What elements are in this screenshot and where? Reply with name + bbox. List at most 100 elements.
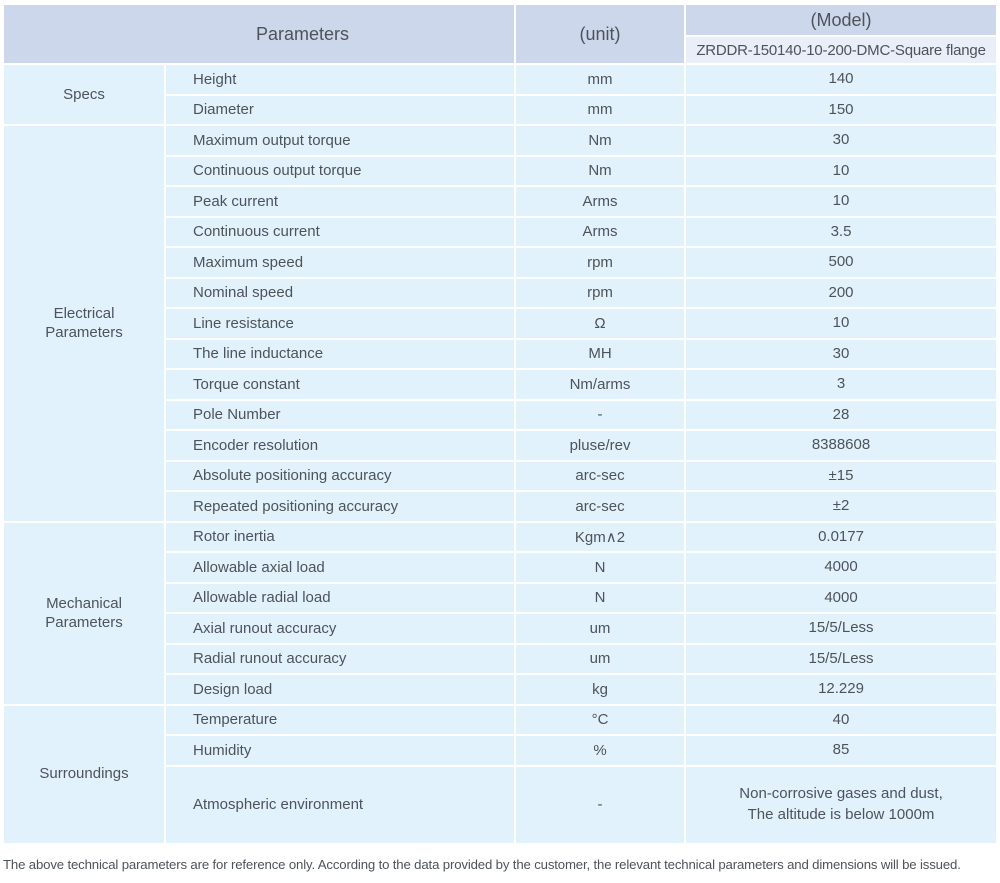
- parameter-cell: Torque constant: [166, 370, 515, 399]
- header-row-model: ZRDDR-150140-10-200-DMC-Square flange: [4, 37, 997, 63]
- header-unit: (unit): [516, 5, 685, 63]
- table-row: Diameter mm 150: [4, 95, 997, 124]
- value-cell: ±15: [686, 461, 997, 490]
- parameter-cell: Encoder resolution: [166, 431, 515, 460]
- unit-cell: rpm: [516, 278, 685, 307]
- table-row: Continuous output torque Nm 10: [4, 156, 997, 185]
- table-row: Allowable radial load N 4000: [4, 583, 997, 612]
- unit-cell: um: [516, 644, 685, 673]
- table-row: Surroundings Temperature °C 40: [4, 705, 997, 843]
- parameter-cell: Repeated positioning accuracy: [166, 492, 515, 521]
- group-label: Electrical Parameters: [4, 126, 164, 521]
- parameter-cell: Allowable axial load: [166, 553, 515, 582]
- parameter-cell: Rotor inertia: [166, 522, 515, 551]
- parameter-cell: Allowable radial load: [166, 583, 515, 612]
- unit-cell: %: [516, 736, 685, 765]
- parameter-cell: Nominal speed: [166, 278, 515, 307]
- table-row: Line resistance Ω 10: [4, 309, 997, 338]
- value-cell: 28: [686, 400, 997, 429]
- header-model: (Model): [686, 5, 997, 35]
- parameter-cell: Line resistance: [166, 309, 515, 338]
- unit-cell: Nm: [516, 156, 685, 185]
- value-cell: 140: [686, 65, 997, 94]
- table-row: Atmospheric environment - Non-corrosive ga…: [4, 766, 997, 843]
- table-row: Humidity% 85: [4, 736, 997, 765]
- value-cell: 85: [686, 736, 997, 765]
- unit-cell: rpm: [516, 248, 685, 277]
- value-cell: 10: [686, 309, 997, 338]
- unit-cell: pluse/rev: [516, 431, 685, 460]
- parameter-cell: Maximum speed: [166, 248, 515, 277]
- parameter-cell: Radial runout accuracy: [166, 644, 515, 673]
- parameter-cell: Atmospheric environment: [166, 766, 515, 843]
- unit-cell: mm: [516, 95, 685, 124]
- footnote: The above technical parameters are for r…: [3, 856, 961, 872]
- value-cell: 30: [686, 126, 997, 155]
- value-cell: 4000: [686, 553, 997, 582]
- value-cell: 10: [686, 156, 997, 185]
- parameter-cell: Height: [166, 65, 515, 94]
- unit-cell: Kgm∧2: [516, 522, 685, 551]
- parameter-cell: Design load: [166, 675, 515, 704]
- table-row: Radial runout accuracy um 15/5/Less: [4, 644, 997, 673]
- value-cell: 10: [686, 187, 997, 216]
- value-cell: 500: [686, 248, 997, 277]
- table-row: Nominal speed rpm 200: [4, 278, 997, 307]
- value-cell: 3.5: [686, 217, 997, 246]
- unit-cell: Nm: [516, 126, 685, 155]
- group-label: Surroundings: [4, 705, 164, 843]
- group-label: Mechanical Parameters: [4, 522, 164, 704]
- unit-cell: N: [516, 583, 685, 612]
- value-cell: 30: [686, 339, 997, 368]
- unit-cell: °C: [516, 705, 685, 734]
- value-cell: 12.229: [686, 675, 997, 704]
- value-cell: 0.0177: [686, 522, 997, 551]
- table-row: Maximum speed rpm 500: [4, 248, 997, 277]
- parameter-cell: Absolute positioning accuracy: [166, 461, 515, 490]
- table-row: Absolute positioning accuracy arc-sec ±15: [4, 461, 997, 490]
- value-cell: 150: [686, 95, 997, 124]
- unit-cell: Arms: [516, 187, 685, 216]
- table-body: Specs Height mm 140 Diameter mm 150 Electrical …: [4, 65, 997, 843]
- value-cell: Non-corrosive gases and dust, The altitu…: [686, 766, 997, 843]
- unit-cell: MH: [516, 339, 685, 368]
- unit-cell: mm: [516, 65, 685, 94]
- parameter-cell: Maximum output torque: [166, 126, 515, 155]
- table-row: Pole Number -28: [4, 400, 997, 429]
- parameter-cell: Peak current: [166, 187, 515, 216]
- unit-cell: -: [516, 400, 685, 429]
- value-cell: 15/5/Less: [686, 614, 997, 643]
- unit-cell: um: [516, 614, 685, 643]
- value-cell: 8388608: [686, 431, 997, 460]
- parameter-cell: Diameter: [166, 95, 515, 124]
- parameter-cell: The line inductance: [166, 339, 515, 368]
- unit-cell: Ω: [516, 309, 685, 338]
- parameter-cell: Continuous current: [166, 217, 515, 246]
- value-cell: 3: [686, 370, 997, 399]
- header-row-main: Parameters (unit) (Model): [4, 5, 997, 63]
- table-row: The line inductance MH 30: [4, 339, 997, 368]
- header-model-value: ZRDDR-150140-10-200-DMC-Square flange: [686, 37, 997, 63]
- table-row: Continuous current Arms 3.5: [4, 217, 997, 246]
- unit-cell: N: [516, 553, 685, 582]
- parameter-cell: Continuous output torque: [166, 156, 515, 185]
- group-label: Specs: [4, 65, 164, 124]
- table-row: Electrical Parameters Maximum output torq…: [4, 126, 997, 521]
- table-row: Axial runout accuracy um 15/5/Less: [4, 614, 997, 643]
- unit-cell: kg: [516, 675, 685, 704]
- unit-cell: -: [516, 766, 685, 843]
- unit-cell: Arms: [516, 217, 685, 246]
- table-row: Peak current Arms 10: [4, 187, 997, 216]
- table-row: Design load kg 12.229: [4, 675, 997, 704]
- value-cell: 200: [686, 278, 997, 307]
- table-row: Allowable axial load N 4000: [4, 553, 997, 582]
- value-cell: ±2: [686, 492, 997, 521]
- table-row: Encoder resolution pluse/rev 8388608: [4, 431, 997, 460]
- parameter-cell: Humidity: [166, 736, 515, 765]
- value-cell: 40: [686, 705, 997, 734]
- parameter-cell: Temperature: [166, 705, 515, 734]
- table-row: Mechanical Parameters Rotor inertia Kgm∧2 0…: [4, 522, 997, 704]
- table-row: Torque constant Nm/arms 3: [4, 370, 997, 399]
- table-row: Repeated positioning accuracy arc-sec ±2: [4, 492, 997, 521]
